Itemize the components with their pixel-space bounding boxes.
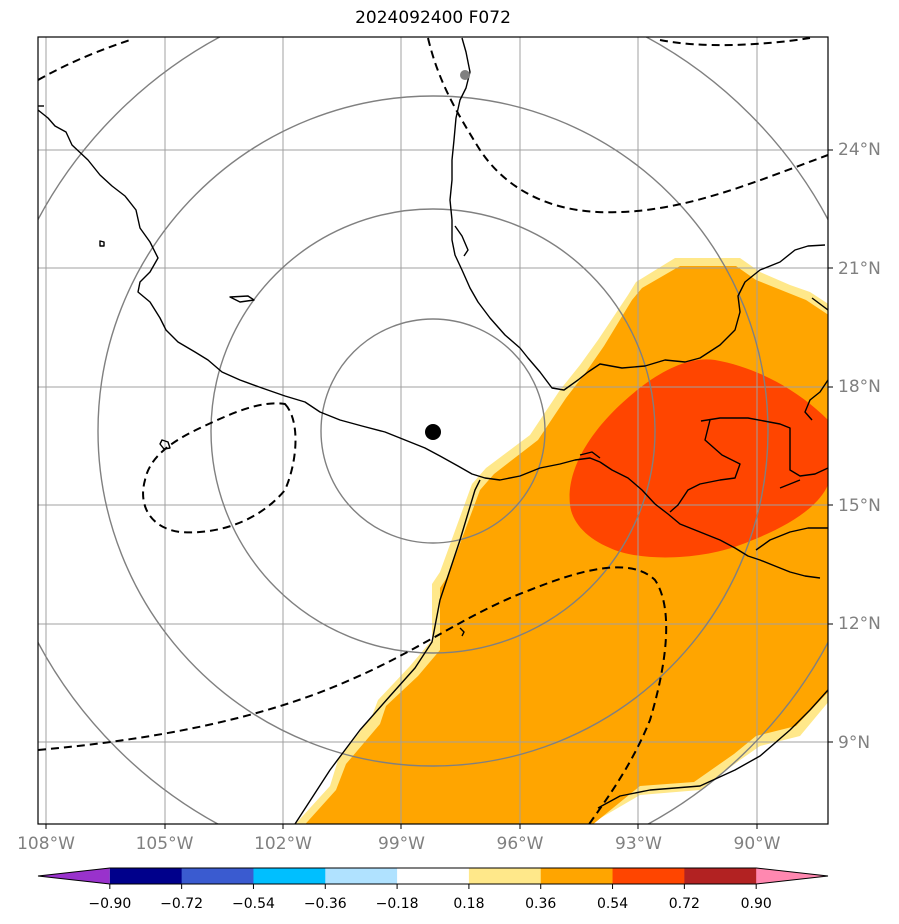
lon-label: 93°W — [615, 834, 662, 854]
lon-label: 90°W — [733, 834, 781, 854]
lon-label: 108°W — [17, 834, 75, 854]
field-red — [569, 359, 828, 558]
range-rings — [38, 37, 828, 824]
colorbar-segment — [612, 868, 685, 884]
map-title: 2024092400 F072 — [355, 8, 511, 28]
lat-label: 12°N — [838, 614, 881, 635]
gridlines — [38, 37, 828, 824]
lat-label: 24°N — [838, 140, 881, 160]
colorbar-segment — [684, 868, 757, 884]
colorbar-tick-label: 0.36 — [525, 896, 557, 912]
colorbar — [37, 867, 829, 889]
colorbar-tick-label: −0.54 — [232, 896, 275, 912]
lat-label: 15°N — [838, 495, 881, 516]
storm-center-marker — [425, 424, 441, 440]
colorbar-tick-label: −0.72 — [160, 896, 204, 912]
lon-label: 102°W — [254, 834, 312, 854]
colorbar-segment — [756, 868, 828, 884]
colorbar-tick-label: −0.90 — [88, 896, 132, 912]
colorbar-segment — [109, 868, 183, 884]
lat-label: 21°N — [838, 258, 881, 279]
secondary-point-marker — [460, 70, 470, 80]
lat-label: 18°N — [838, 377, 881, 398]
colorbar-tick-label: −0.18 — [375, 896, 419, 912]
coastlines — [38, 37, 828, 824]
colorbar-tick-label: −0.36 — [303, 896, 347, 912]
lon-label: 99°W — [378, 834, 425, 854]
lon-label: 96°W — [496, 834, 544, 854]
dashed-contours — [38, 37, 828, 824]
colorbar-segment — [38, 868, 110, 884]
colorbar-tick-label: 0.54 — [596, 896, 629, 912]
colorbar-segment — [397, 868, 470, 884]
colorbar-tick-label: 0.18 — [453, 896, 485, 912]
colorbar-segment — [540, 868, 614, 884]
lon-ticks — [45, 824, 758, 829]
map-frame — [37, 36, 829, 825]
colorbar-segment — [253, 868, 326, 884]
colorbar-segment — [325, 868, 398, 884]
lat-ticks — [828, 149, 833, 743]
lat-label: 9°N — [838, 733, 871, 753]
colorbar-tick-label: 0.72 — [668, 896, 700, 912]
colorbar-segment — [181, 868, 254, 884]
lon-label: 105°W — [135, 834, 194, 854]
colorbar-tick-label: 0.90 — [740, 896, 772, 912]
colorbar-segment — [468, 868, 542, 884]
